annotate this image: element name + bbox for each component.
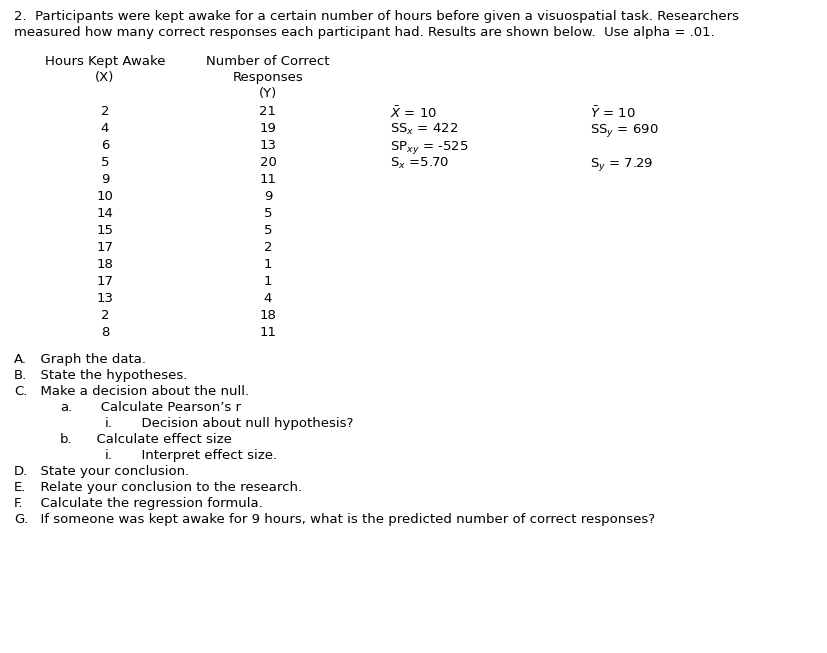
Text: State your conclusion.: State your conclusion. — [32, 465, 189, 478]
Text: 11: 11 — [259, 173, 276, 186]
Text: SP$_{xy}$ = -525: SP$_{xy}$ = -525 — [390, 139, 468, 156]
Text: 17: 17 — [97, 241, 113, 254]
Text: Calculate effect size: Calculate effect size — [88, 433, 232, 446]
Text: a.: a. — [60, 401, 72, 414]
Text: 10: 10 — [97, 190, 113, 203]
Text: i.: i. — [105, 417, 112, 430]
Text: Make a decision about the null.: Make a decision about the null. — [32, 385, 249, 398]
Text: 14: 14 — [97, 207, 113, 220]
Text: 11: 11 — [259, 326, 276, 339]
Text: i.: i. — [105, 449, 112, 462]
Text: S$_y$ = 7.29: S$_y$ = 7.29 — [590, 156, 653, 173]
Text: 18: 18 — [259, 309, 276, 322]
Text: 2: 2 — [101, 105, 109, 118]
Text: 15: 15 — [97, 224, 113, 237]
Text: measured how many correct responses each participant had. Results are shown belo: measured how many correct responses each… — [14, 26, 714, 39]
Text: Number of Correct: Number of Correct — [206, 55, 329, 68]
Text: Calculate the regression formula.: Calculate the regression formula. — [32, 497, 262, 510]
Text: 6: 6 — [101, 139, 109, 152]
Text: Hours Kept Awake: Hours Kept Awake — [45, 55, 165, 68]
Text: 5: 5 — [101, 156, 109, 169]
Text: $\bar{Y}$ = 10: $\bar{Y}$ = 10 — [590, 105, 635, 121]
Text: 13: 13 — [97, 292, 113, 305]
Text: 8: 8 — [101, 326, 109, 339]
Text: S$_x$ =5.70: S$_x$ =5.70 — [390, 156, 449, 171]
Text: Graph the data.: Graph the data. — [32, 353, 146, 366]
Text: F.: F. — [14, 497, 23, 510]
Text: 21: 21 — [259, 105, 276, 118]
Text: E.: E. — [14, 481, 26, 494]
Text: 5: 5 — [264, 224, 272, 237]
Text: Interpret effect size.: Interpret effect size. — [133, 449, 277, 462]
Text: 13: 13 — [259, 139, 276, 152]
Text: Calculate Pearson’s r: Calculate Pearson’s r — [88, 401, 241, 414]
Text: SS$_y$ = 690: SS$_y$ = 690 — [590, 122, 657, 139]
Text: A.: A. — [14, 353, 27, 366]
Text: 2: 2 — [101, 309, 109, 322]
Text: State the hypotheses.: State the hypotheses. — [32, 369, 187, 382]
Text: G.: G. — [14, 513, 28, 526]
Text: (Y): (Y) — [259, 87, 277, 100]
Text: C.: C. — [14, 385, 27, 398]
Text: 9: 9 — [264, 190, 272, 203]
Text: (X): (X) — [95, 71, 115, 84]
Text: 2.  Participants were kept awake for a certain number of hours before given a vi: 2. Participants were kept awake for a ce… — [14, 10, 739, 23]
Text: SS$_x$ = 422: SS$_x$ = 422 — [390, 122, 457, 137]
Text: Relate your conclusion to the research.: Relate your conclusion to the research. — [32, 481, 302, 494]
Text: 1: 1 — [264, 275, 272, 288]
Text: 17: 17 — [97, 275, 113, 288]
Text: 20: 20 — [259, 156, 276, 169]
Text: Decision about null hypothesis?: Decision about null hypothesis? — [133, 417, 353, 430]
Text: B.: B. — [14, 369, 27, 382]
Text: 5: 5 — [264, 207, 272, 220]
Text: 4: 4 — [264, 292, 272, 305]
Text: Responses: Responses — [232, 71, 303, 84]
Text: If someone was kept awake for 9 hours, what is the predicted number of correct r: If someone was kept awake for 9 hours, w… — [32, 513, 654, 526]
Text: 4: 4 — [101, 122, 109, 135]
Text: 18: 18 — [97, 258, 113, 271]
Text: 2: 2 — [264, 241, 272, 254]
Text: b.: b. — [60, 433, 73, 446]
Text: 9: 9 — [101, 173, 109, 186]
Text: 19: 19 — [259, 122, 276, 135]
Text: 1: 1 — [264, 258, 272, 271]
Text: D.: D. — [14, 465, 28, 478]
Text: $\bar{X}$ = 10: $\bar{X}$ = 10 — [390, 105, 437, 121]
